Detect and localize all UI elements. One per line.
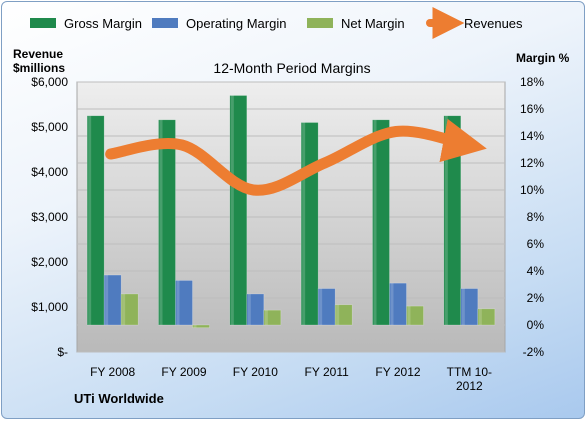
legend-swatch-operating-margin [152, 18, 178, 28]
company-name: UTi Worldwide [74, 391, 164, 406]
bar-highlight [302, 122, 306, 325]
bar-highlight [193, 325, 197, 328]
legend-label-operating-margin: Operating Margin [186, 16, 286, 31]
bar-net-margin [263, 309, 282, 326]
x-axis-labels: FY 2008 FY 2009 FY 2010 FY 2011 FY 2012 TTM 1… [90, 365, 492, 393]
y-right-tick-label: 12% [520, 156, 544, 170]
x-tick-label: FY 2011 [305, 365, 350, 379]
y-axis-left-ticks: $- $1,000 $2,000 $3,000 $4,000 $5,000 $6,000 [31, 75, 68, 359]
y-axis-right-label: Margin % [516, 51, 570, 65]
bar-net-margin [192, 324, 210, 328]
y-right-tick-label: 0% [527, 318, 545, 332]
x-tick-label: 2012 [456, 379, 483, 393]
x-tick-label: FY 2008 [90, 365, 135, 379]
bar-net-margin [406, 305, 424, 326]
bar-highlight [247, 293, 251, 325]
revenue-line [105, 118, 487, 196]
bar-highlight [159, 119, 163, 325]
bar-gross-margin [229, 95, 248, 326]
y-axis-right-ticks: -2% 0% 2% 4% 6% 8% 10% 12% 14% 16% 18% [520, 75, 544, 359]
y-right-tick-label: -2% [523, 345, 545, 359]
bar-highlight [461, 288, 465, 325]
x-tick-label: TTM 10- [447, 365, 492, 379]
x-tick-label: FY 2012 [375, 365, 420, 379]
revenue-series-line [105, 118, 487, 196]
y-left-tick-label: $4,000 [31, 165, 68, 179]
y-right-tick-label: 18% [520, 75, 544, 89]
legend-swatch-net-margin [307, 18, 333, 28]
bar-gross-margin [86, 115, 105, 326]
bar-highlight [122, 293, 126, 325]
bar-operating-margin [246, 293, 265, 326]
y-right-tick-label: 8% [527, 210, 545, 224]
bar-highlight [105, 275, 109, 325]
bar-net-margin [334, 304, 353, 326]
y-right-tick-label: 10% [520, 183, 544, 197]
bar-operating-margin [460, 288, 479, 326]
x-tick-label: FY 2009 [161, 365, 206, 379]
gridlines [77, 81, 505, 353]
bar-net-margin [120, 293, 139, 326]
legend-swatch-gross-margin [30, 18, 56, 28]
y-right-tick-label: 14% [520, 129, 544, 143]
y-left-tick-label: $1,000 [31, 300, 68, 314]
bar-net-margin [477, 308, 496, 326]
bar-highlight [373, 119, 377, 325]
legend-label-gross-margin: Gross Margin [64, 16, 142, 31]
bar-highlight [319, 288, 323, 325]
legend-label-net-margin: Net Margin [341, 16, 405, 31]
chart-svg: Gross Margin Operating Margin Net Margin Re… [13, 7, 570, 406]
y-left-tick-label: $- [57, 345, 68, 359]
y-left-tick-label: $5,000 [31, 120, 68, 134]
bar-gross-margin [443, 115, 462, 326]
bar-gross-margin [372, 119, 390, 326]
y-left-tick-label: $6,000 [31, 75, 68, 89]
bar-highlight [88, 115, 92, 325]
bar-highlight [176, 280, 180, 325]
legend: Gross Margin Operating Margin Net Margin Re… [30, 7, 523, 39]
bar-operating-margin [175, 280, 193, 326]
bar-highlight [264, 310, 268, 325]
bar-highlight [230, 95, 234, 325]
y-right-tick-label: 6% [527, 237, 545, 251]
bar-highlight [444, 115, 448, 325]
bar-highlight [478, 308, 482, 325]
bar-highlight [407, 306, 411, 325]
y-left-tick-label: $3,000 [31, 210, 68, 224]
legend-label-revenues: Revenues [464, 16, 523, 31]
bar-highlight [390, 283, 394, 325]
y-left-tick-label: $2,000 [31, 255, 68, 269]
y-right-tick-label: 4% [527, 264, 545, 278]
y-axis-left-label-line1: Revenue [13, 47, 63, 61]
y-right-tick-label: 2% [527, 291, 545, 305]
y-right-tick-label: 16% [520, 102, 544, 116]
y-axis-left-label-line2: $millions [13, 61, 65, 75]
x-tick-label: FY 2010 [233, 365, 278, 379]
chart-title: 12-Month Period Margins [213, 60, 370, 76]
bar-operating-margin [389, 282, 407, 326]
bar-gross-margin [158, 119, 176, 326]
bar-highlight [336, 304, 340, 325]
